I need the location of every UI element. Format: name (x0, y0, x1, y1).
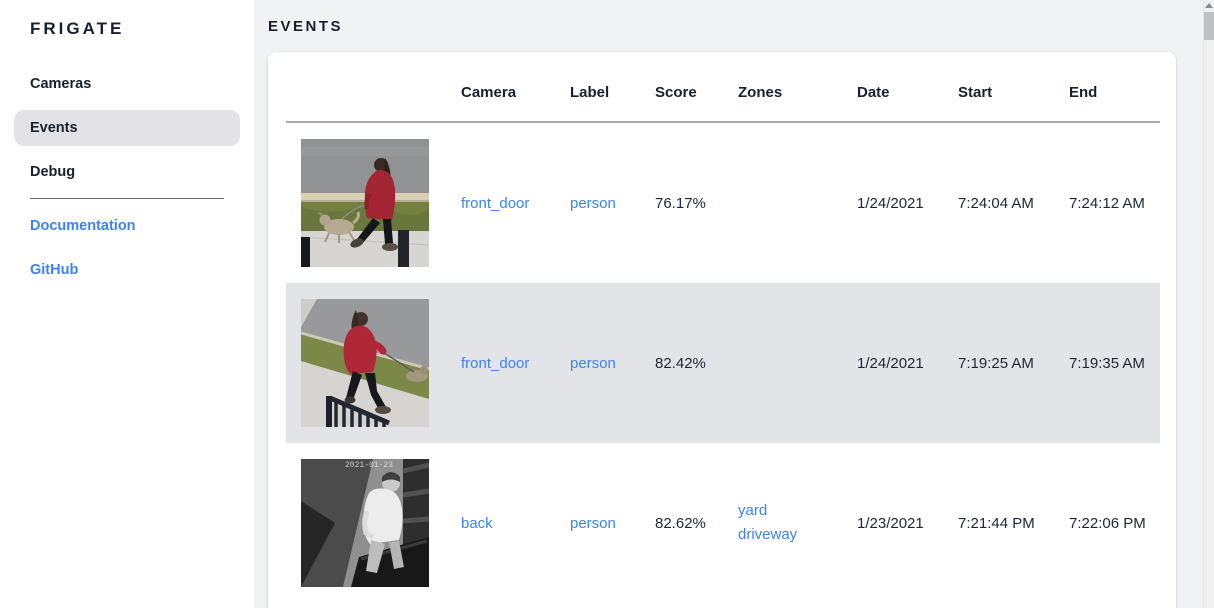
event-start: 7:21:44 PM (958, 514, 1035, 532)
event-label: person (555, 283, 640, 443)
column-thumbnail (286, 52, 446, 123)
event-thumbnail-cell (286, 122, 446, 283)
event-camera: front_door (446, 283, 555, 443)
main-content: EVENTS Camera Label Score Zones Date Sta… (254, 0, 1214, 608)
event-thumbnail[interactable] (301, 139, 429, 267)
column-label: Label (555, 52, 640, 123)
event-zones (723, 122, 842, 283)
sidebar-item-cameras[interactable]: Cameras (30, 76, 92, 92)
event-thumbnail-cell (286, 283, 446, 443)
event-score: 82.62% (655, 514, 706, 532)
sidebar-link-github[interactable]: GitHub (30, 262, 79, 278)
event-date: 1/24/2021 (857, 354, 924, 372)
sidebar-item-events[interactable]: Events (14, 110, 240, 146)
event-start: 7:24:04 AM (958, 194, 1034, 212)
page-title: EVENTS (268, 18, 344, 35)
table-row: 2021-01-23 back person 82.62% yard drive… (286, 443, 1160, 603)
column-camera: Camera (446, 52, 555, 123)
table-row: front_door person 82.42% 1/24/2021 7:19:… (286, 283, 1160, 443)
event-start: 7:19:25 AM (958, 354, 1034, 372)
event-end: 7:19:35 AM (1069, 354, 1145, 372)
sidebar-link-documentation[interactable]: Documentation (30, 218, 136, 234)
event-date: 1/23/2021 (857, 514, 924, 532)
svg-text:2021-01-23: 2021-01-23 (345, 461, 393, 470)
app-logo: FRIGATE (30, 19, 125, 38)
label-link[interactable]: person (570, 514, 616, 532)
column-end: End (1054, 52, 1160, 123)
camera-link[interactable]: front_door (461, 194, 530, 212)
event-zones: yard driveway (723, 443, 842, 603)
events-card: Camera Label Score Zones Date Start End (268, 52, 1176, 608)
scrollbar-thumb[interactable] (1204, 12, 1214, 40)
event-end: 7:22:06 PM (1069, 514, 1146, 532)
event-camera: back (446, 443, 555, 603)
events-table: Camera Label Score Zones Date Start End (286, 52, 1160, 603)
sidebar-nav: Cameras Events Debug Documentation GitHu… (14, 66, 240, 288)
column-date: Date (842, 52, 943, 123)
event-date: 1/24/2021 (857, 194, 924, 212)
sidebar-divider (30, 198, 224, 199)
label-link[interactable]: person (570, 354, 616, 372)
table-header-row: Camera Label Score Zones Date Start End (286, 52, 1160, 123)
event-thumbnail-cell: 2021-01-23 (286, 443, 446, 603)
event-thumbnail[interactable] (301, 299, 429, 427)
event-label: person (555, 443, 640, 603)
zone-link[interactable]: driveway (738, 526, 798, 543)
column-score: Score (640, 52, 723, 123)
vertical-scrollbar[interactable] (1203, 0, 1214, 608)
event-score: 76.17% (655, 194, 706, 212)
sidebar-item-debug[interactable]: Debug (30, 164, 76, 180)
zone-link[interactable]: yard (738, 502, 768, 519)
scrollbar-up-icon[interactable] (1205, 3, 1213, 8)
table-row: front_door person 76.17% 1/24/2021 7:24:… (286, 122, 1160, 283)
sidebar: FRIGATE Cameras Events Debug Documentati… (0, 0, 254, 608)
event-zones (723, 283, 842, 443)
column-start: Start (943, 52, 1054, 123)
event-thumbnail[interactable]: 2021-01-23 (301, 459, 429, 587)
event-label: person (555, 122, 640, 283)
column-zones: Zones (723, 52, 842, 123)
camera-link[interactable]: back (461, 514, 493, 532)
camera-link[interactable]: front_door (461, 354, 530, 372)
event-camera: front_door (446, 122, 555, 283)
event-score: 82.42% (655, 354, 706, 372)
label-link[interactable]: person (570, 194, 616, 212)
event-end: 7:24:12 AM (1069, 194, 1145, 212)
